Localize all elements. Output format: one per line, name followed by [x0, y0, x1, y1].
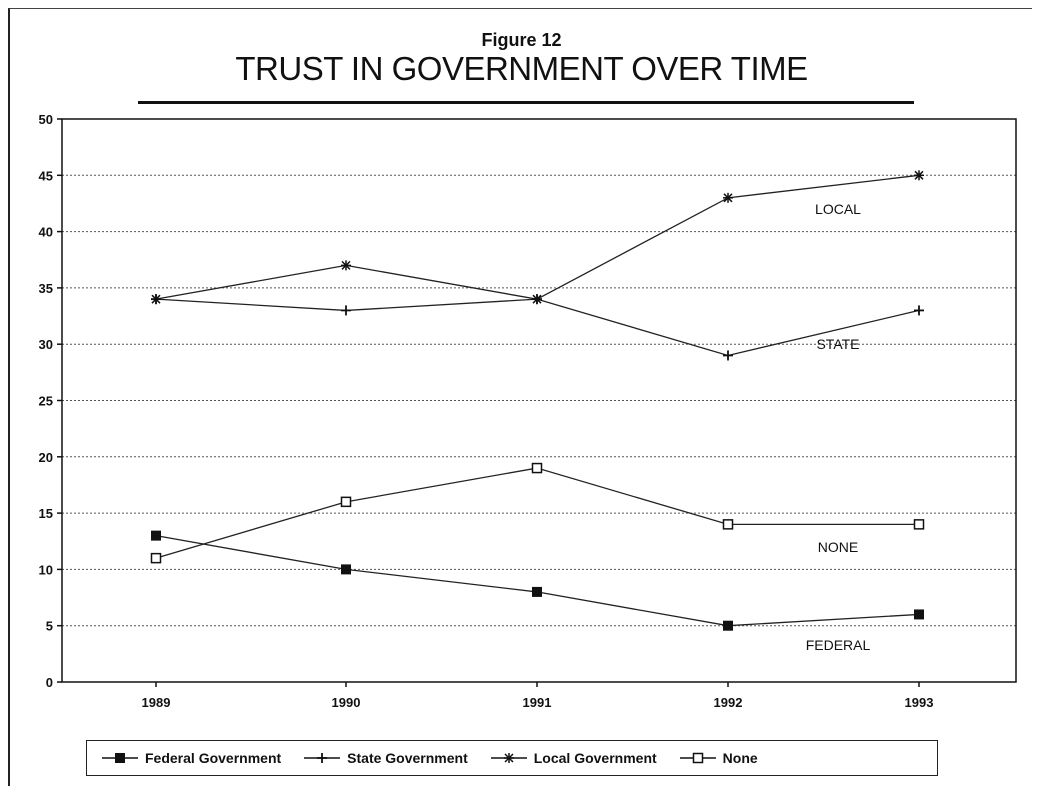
chart-title: TRUST IN GOVERNMENT OVER TIME — [235, 50, 808, 87]
series-line-state-government — [155, 298, 920, 357]
legend-label: None — [722, 750, 758, 766]
data-point-federal-government — [341, 564, 351, 575]
x-tick-label: 1992 — [714, 695, 743, 710]
y-tick-label: 30 — [39, 337, 53, 352]
annotation-local: LOCAL — [815, 201, 861, 217]
x-tick-label: 1989 — [142, 695, 171, 710]
plot-area-border — [61, 118, 1017, 683]
line-chart: 0 5 10 15 20 25 30 35 40 45 50 1989 1990 1991 1992 1993… — [39, 112, 1017, 710]
figure-label: Figure 12 — [481, 30, 562, 50]
x-tick-label: 1993 — [905, 695, 934, 710]
gridlines — [62, 118, 1016, 627]
legend-item-local-government: Local Government — [490, 749, 657, 767]
legend-label: Local Government — [533, 750, 657, 766]
y-tick-label: 5 — [46, 619, 53, 634]
legend-label: State Government — [347, 750, 468, 766]
y-tick-label: 50 — [39, 112, 53, 127]
legend-item-none: None — [679, 749, 758, 767]
data-point-local-government — [532, 294, 542, 305]
data-point-none — [722, 519, 734, 530]
title-underline — [138, 101, 914, 104]
data-point-none — [150, 552, 162, 564]
legend-swatch-state-government — [304, 753, 341, 763]
series-line-local-government — [155, 174, 920, 300]
data-point-none — [531, 462, 543, 474]
y-tick-label: 15 — [39, 506, 53, 521]
legend-swatch-federal-government — [102, 753, 138, 763]
data-point-federal-government — [914, 609, 924, 620]
y-tick-label: 25 — [39, 394, 53, 409]
series-lines — [150, 170, 925, 631]
legend-item-state-government: State Government — [303, 749, 468, 767]
series-annotations: LOCAL STATE NONE FEDERAL — [806, 201, 871, 653]
figure-frame — [8, 8, 1032, 786]
y-tick-label: 10 — [39, 562, 53, 577]
y-tick-label: 35 — [39, 281, 53, 296]
legend-swatch-local-government — [490, 753, 527, 763]
legend-swatch-none — [679, 752, 716, 764]
axes: 0 5 10 15 20 25 30 35 40 45 50 1989 1990 1991 1992 1993 — [39, 112, 1017, 710]
legend-label: Federal Government — [145, 750, 282, 766]
data-point-state-government — [341, 305, 351, 316]
data-point-federal-government — [723, 620, 733, 631]
x-tick-label: 1990 — [332, 695, 361, 710]
annotation-federal: FEDERAL — [806, 637, 871, 653]
series-line-federal-government — [155, 534, 920, 627]
data-point-local-government — [151, 294, 161, 305]
data-point-local-government — [341, 260, 351, 271]
annotation-state: STATE — [816, 336, 859, 352]
annotation-none: NONE — [818, 539, 858, 555]
data-point-state-government — [723, 350, 733, 361]
data-point-none — [340, 496, 352, 508]
y-tick-label: 20 — [39, 450, 53, 465]
data-point-local-government — [723, 192, 733, 203]
x-tick-label: 1991 — [523, 695, 552, 710]
legend-item-federal-government: Federal Government — [101, 749, 281, 767]
y-tick-label: 45 — [39, 168, 53, 183]
y-tick-label: 0 — [46, 675, 53, 690]
data-point-federal-government — [532, 586, 542, 597]
data-point-none — [913, 519, 925, 530]
data-point-state-government — [914, 305, 924, 316]
y-tick-label: 40 — [39, 225, 53, 240]
data-point-federal-government — [151, 530, 161, 541]
data-point-local-government — [914, 170, 924, 181]
chart-legend: Federal Government State Government Local … — [86, 740, 938, 776]
